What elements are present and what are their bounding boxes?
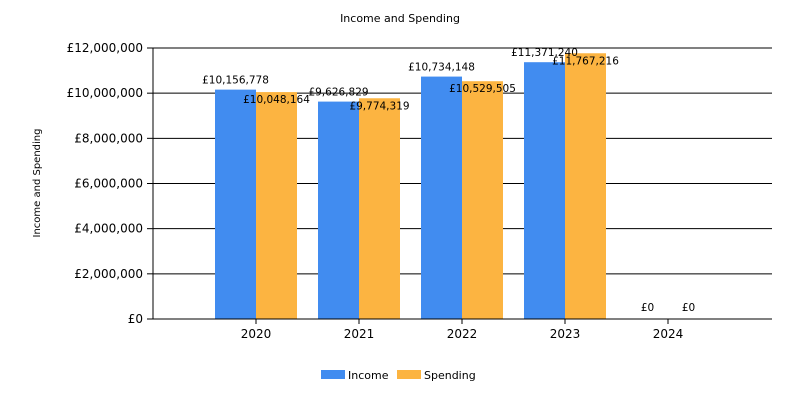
x-tick-labels: 2020 2021 2022 2023 2024 <box>241 327 684 341</box>
data-label-income-2024: £0 <box>641 302 654 314</box>
y-tick-label: £6,000,000 <box>74 177 143 191</box>
data-label-income-2022: £10,734,148 <box>408 62 475 74</box>
x-tick-label: 2021 <box>344 327 375 341</box>
data-label-spending-2024: £0 <box>682 302 695 314</box>
bar-income-2021 <box>318 101 359 319</box>
legend-label-income: Income <box>348 369 389 382</box>
y-axis-label: Income and Spending <box>32 129 43 238</box>
legend: Income Spending <box>321 369 476 382</box>
data-label-income-2020: £10,156,778 <box>202 75 269 87</box>
bar-spending-2021 <box>359 98 400 319</box>
bar-income-2022 <box>421 76 462 319</box>
bars <box>215 53 606 320</box>
y-tick-label: £2,000,000 <box>74 267 143 281</box>
data-label-income-2021: £9,626,829 <box>308 87 368 99</box>
x-tick-label: 2020 <box>241 327 272 341</box>
legend-label-spending: Spending <box>424 369 476 382</box>
bar-spending-2020 <box>256 92 297 319</box>
legend-swatch-spending <box>397 370 421 379</box>
bar-income-2023 <box>524 62 565 320</box>
y-tick-label: £10,000,000 <box>67 86 143 100</box>
y-tick-label: £0 <box>128 312 143 326</box>
bar-spending-2023 <box>565 53 606 319</box>
data-label-income-2023: £11,371,240 <box>511 47 578 59</box>
legend-swatch-income <box>321 370 345 379</box>
x-tick-label: 2024 <box>653 327 684 341</box>
data-label-spending-2022: £10,529,505 <box>449 83 516 95</box>
x-tick-label: 2022 <box>447 327 478 341</box>
data-label-spending-2020: £10,048,164 <box>243 94 310 106</box>
bar-spending-2022 <box>462 81 503 319</box>
bar-income-2020 <box>215 89 256 319</box>
x-tick-label: 2023 <box>550 327 581 341</box>
data-labels: £10,156,778 £10,048,164£9,626,829£9,774,3… <box>202 47 695 314</box>
y-tick-labels: £0 £2,000,000 £4,000,000 £6,000,000 £8,000,0… <box>67 41 153 326</box>
data-label-spending-2023: £11,767,216 <box>552 55 619 67</box>
data-label-spending-2021: £9,774,319 <box>349 100 409 112</box>
chart-title: Income and Spending <box>340 12 460 25</box>
y-tick-label: £8,000,000 <box>74 131 143 145</box>
y-tick-label: £12,000,000 <box>67 41 143 55</box>
y-tick-label: £4,000,000 <box>74 222 143 236</box>
